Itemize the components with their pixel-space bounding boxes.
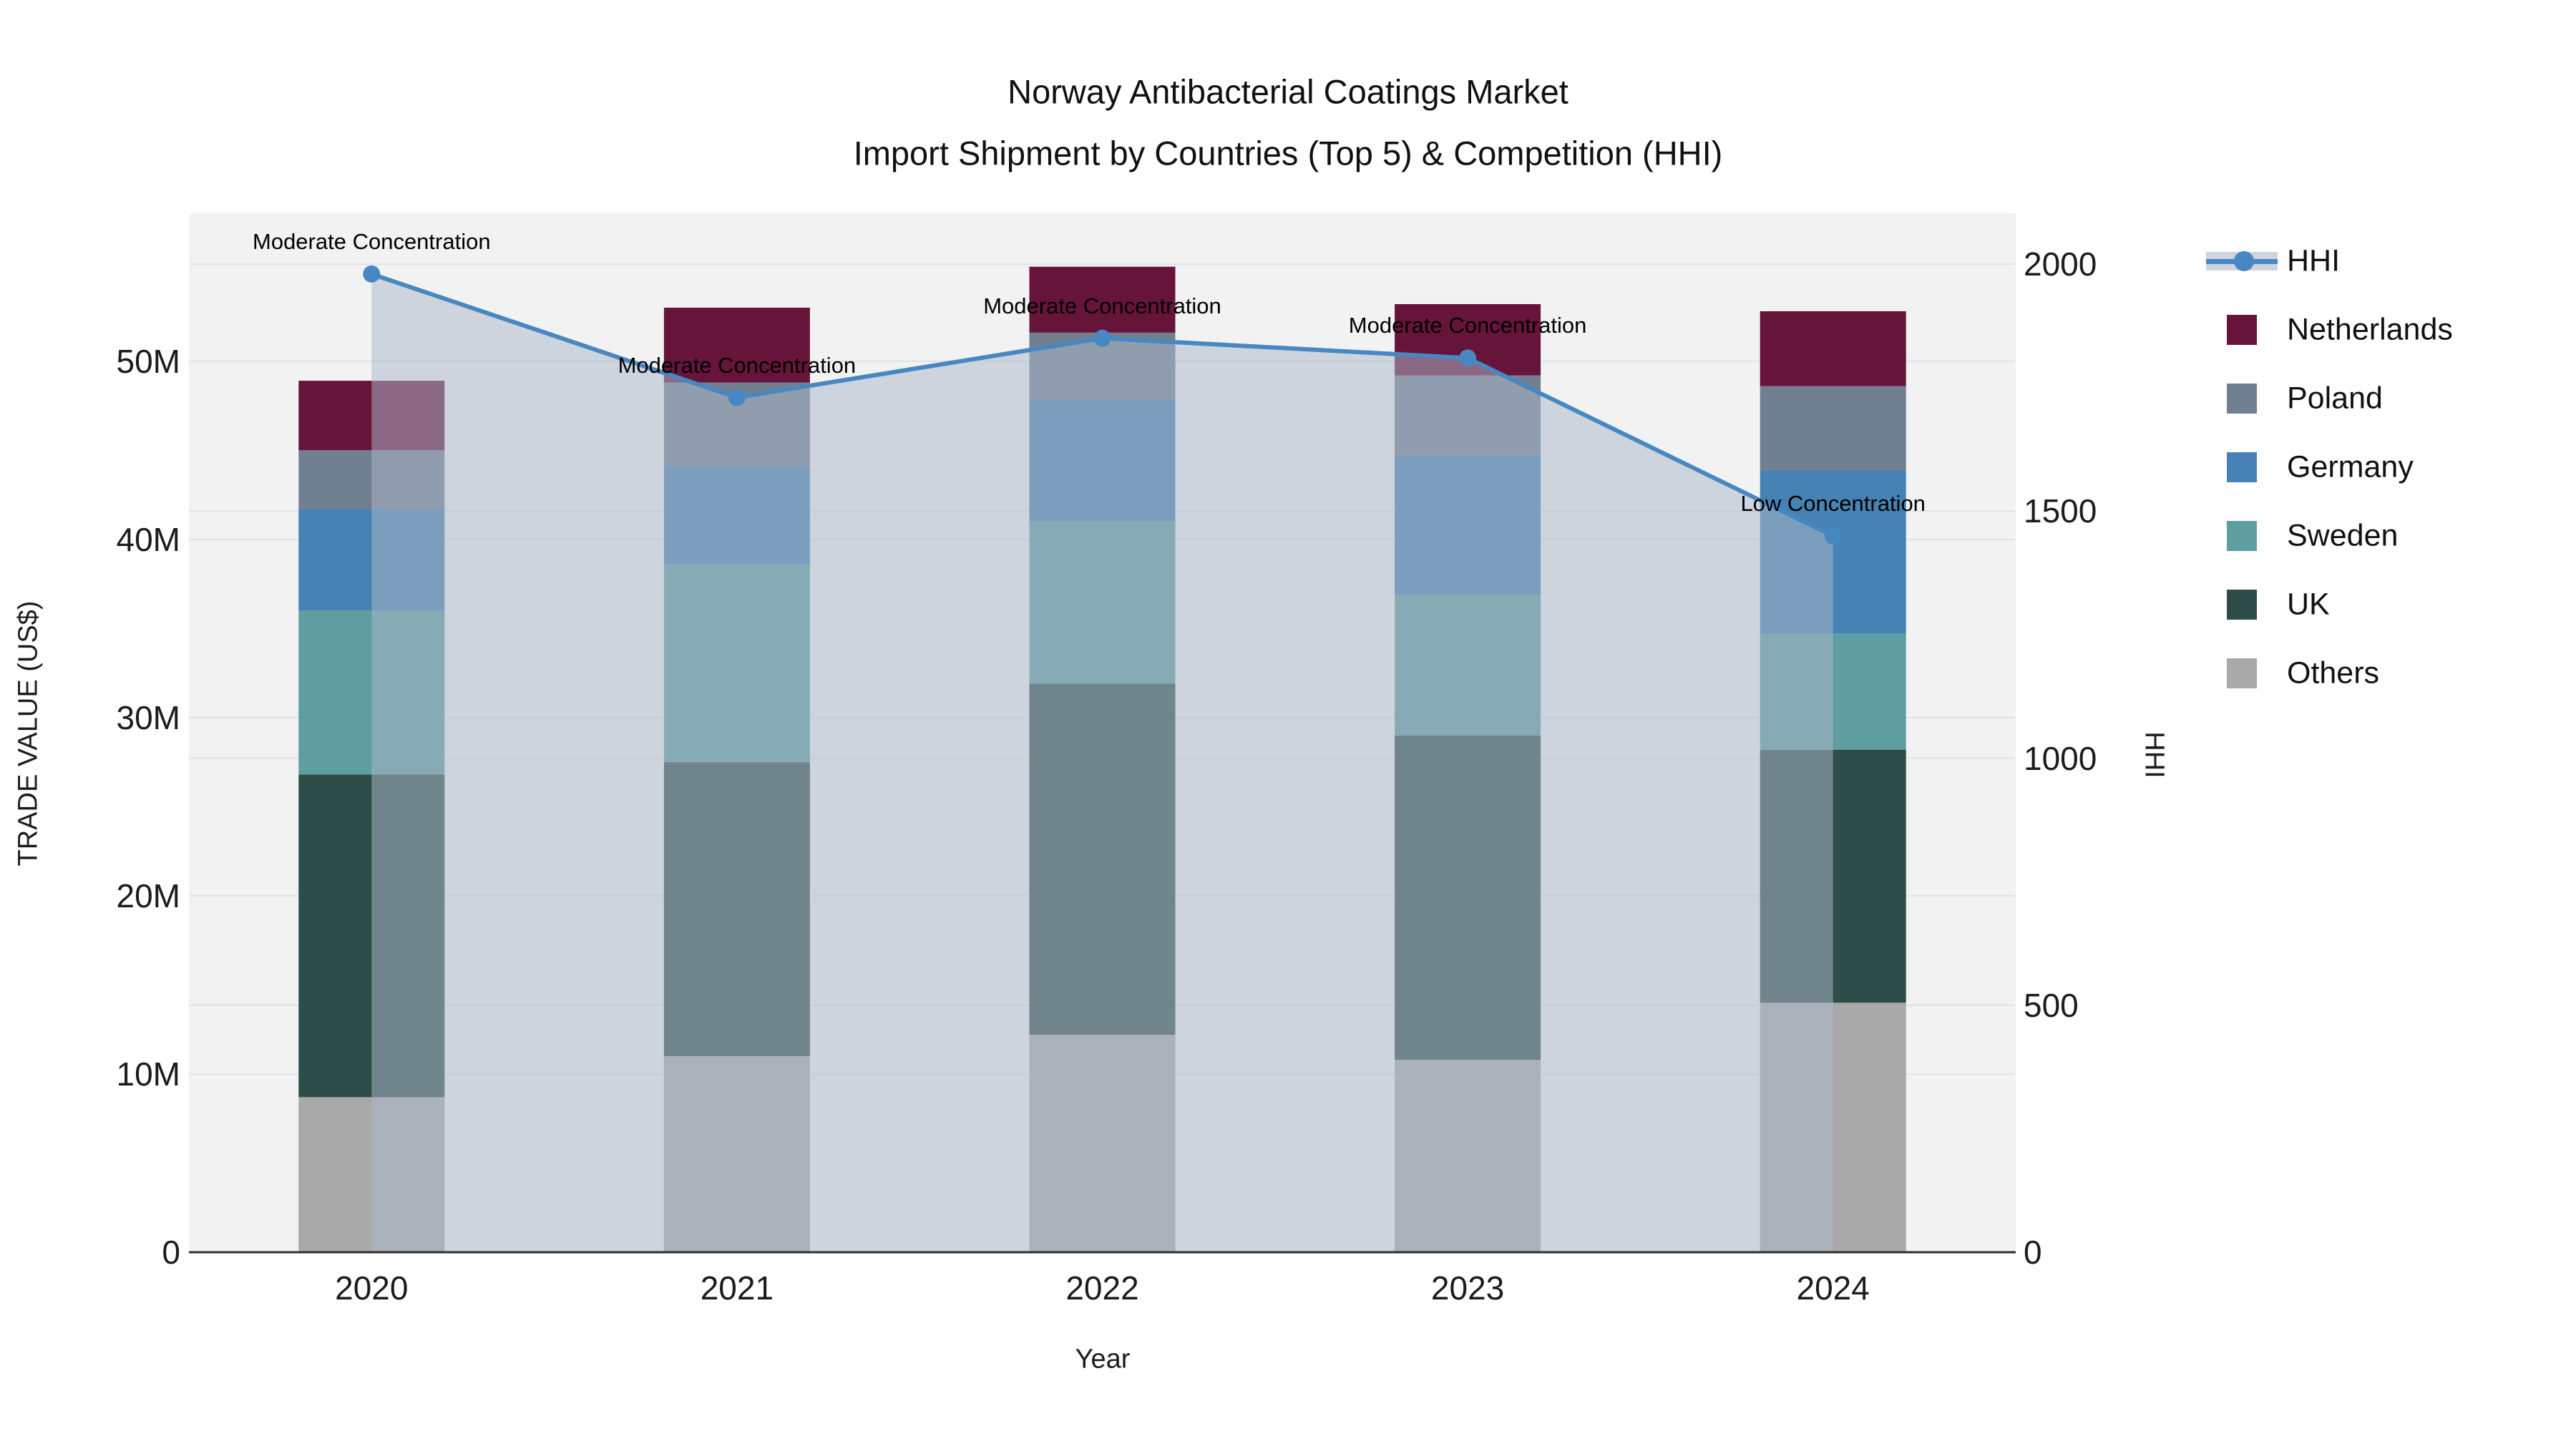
annotation-2023: Moderate Concentration <box>1348 313 1587 338</box>
x-tick-2024: 2024 <box>1796 1269 1870 1307</box>
y-right-tick-500: 500 <box>2024 986 2079 1024</box>
y-left-tick-50M: 50M <box>116 342 180 380</box>
hhi-marker-2023 <box>1459 349 1477 367</box>
y-right-tick-0: 0 <box>2024 1234 2042 1271</box>
legend-swatch-uk <box>2227 590 2257 620</box>
x-tick-2023: 2023 <box>1430 1269 1505 1307</box>
y-right-tick-2000: 2000 <box>2024 245 2097 283</box>
legend-label-sweden: Sweden <box>2287 518 2399 553</box>
annotation-2022: Moderate Concentration <box>983 293 1221 318</box>
legend-swatch-netherlands <box>2227 315 2257 345</box>
hhi-marker-2022 <box>1093 329 1111 347</box>
bar-segment-2024-netherlands <box>1760 311 1906 386</box>
y-left-tick-20M: 20M <box>116 877 180 914</box>
hhi-marker-2021 <box>728 389 746 406</box>
hhi-area-fill <box>371 273 1833 1252</box>
legend-label-uk: UK <box>2287 587 2330 622</box>
chart-title-line2: Import Shipment by Countries (Top 5) & C… <box>853 134 1723 172</box>
y-right-tick-1500: 1500 <box>2024 492 2097 530</box>
x-tick-2020: 2020 <box>335 1269 409 1307</box>
annotation-2020: Moderate Concentration <box>253 228 491 254</box>
legend-hhi-marker <box>2234 251 2254 271</box>
x-tick-2022: 2022 <box>1065 1269 1139 1307</box>
legend-swatch-hhi <box>2206 251 2278 271</box>
annotation-2021: Moderate Concentration <box>618 352 857 378</box>
y-axis-title-left: TRADE VALUE (US$) <box>13 600 44 867</box>
legend-swatch-others <box>2227 658 2257 688</box>
y-axis-title-right: HHI <box>2139 731 2170 779</box>
legend-label-hhi: HHI <box>2287 243 2341 278</box>
x-tick-2021: 2021 <box>700 1269 774 1307</box>
annotation-2024: Low Concentration <box>1740 490 1926 516</box>
chart-title-line1: Norway Antibacterial Coatings Market <box>1008 72 1568 111</box>
bar-segment-2021-netherlands <box>663 308 810 383</box>
y-left-tick-40M: 40M <box>116 520 180 558</box>
legend-label-netherlands: Netherlands <box>2287 312 2453 347</box>
legend-label-poland: Poland <box>2287 381 2383 416</box>
bar-segment-2024-poland <box>1760 386 1906 470</box>
legend-label-germany: Germany <box>2287 449 2414 484</box>
x-axis-title: Year <box>1075 1344 1131 1375</box>
hhi-marker-2024 <box>1824 527 1842 545</box>
y-left-tick-30M: 30M <box>116 698 180 736</box>
legend-label-others: Others <box>2287 655 2380 691</box>
y-left-tick-0: 0 <box>162 1234 180 1271</box>
legend-swatch-sweden <box>2227 521 2257 551</box>
y-left-tick-10M: 10M <box>116 1055 180 1093</box>
y-right-tick-1000: 1000 <box>2024 739 2097 777</box>
legend-swatch-poland <box>2227 384 2257 414</box>
bar-segment-2022-netherlands <box>1029 266 1176 333</box>
hhi-marker-2020 <box>363 265 381 283</box>
legend-swatch-germany <box>2227 452 2257 482</box>
